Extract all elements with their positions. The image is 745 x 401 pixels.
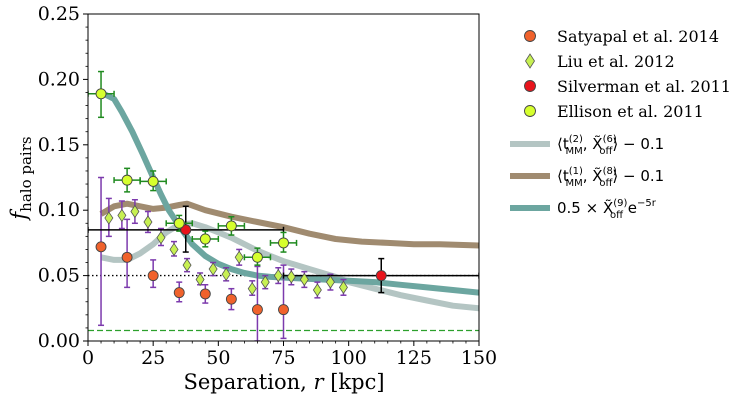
- markers: [95, 88, 387, 316]
- liu-et-al-2012-point-16: [312, 283, 322, 297]
- ellison-et-al-2011-point-4: [199, 233, 211, 245]
- x-tick-label-2: 50: [206, 347, 230, 369]
- liu-et-al-2012-point-11: [247, 281, 257, 296]
- ellison-et-al-2011-point-6: [251, 251, 263, 263]
- liu-et-al-2012-point-4: [156, 230, 166, 245]
- legend-marker-silverman-et-al-2011: [524, 80, 536, 92]
- legend-label-curve-3: 0.5 × X̃(9) off e−5r: [557, 198, 657, 221]
- y-tick-label-5: 0.25: [38, 3, 80, 25]
- liu-et-al-2012-point-13: [273, 268, 283, 283]
- liu-et-al-2012-point-6: [182, 258, 192, 272]
- satyapal-et-al-2014-point-4: [199, 288, 211, 300]
- legend-marker-satyapal-et-al-2014: [524, 30, 536, 42]
- satyapal-et-al-2014-point-6: [251, 304, 263, 316]
- satyapal-et-al-2014-point-5: [225, 293, 237, 305]
- legend-marker-liu-et-al-2012: [525, 53, 535, 69]
- satyapal-et-al-2014-point-7: [278, 304, 289, 316]
- liu-et-al-2012-point-18: [338, 280, 348, 295]
- y-tick-label-2: 0.10: [38, 199, 80, 221]
- x-tick-label-1: 25: [141, 347, 165, 369]
- legend-label-ellison-et-al-2011: Ellison et al. 2011: [557, 102, 704, 121]
- ellison-et-al-2011-point-1: [121, 174, 133, 186]
- curve-line-3: [99, 89, 479, 296]
- satyapal-et-al-2014-point-1: [121, 251, 133, 263]
- legend-label-curve-1: ⟨t(2) MM, X̃(6) off⟩ − 0.1: [557, 134, 664, 157]
- x-tick-label-3: 75: [271, 347, 295, 369]
- ellison-et-al-2011-point-5: [225, 220, 237, 232]
- liu-et-al-2012-point-2: [130, 204, 140, 219]
- error-bars: [88, 70, 479, 341]
- plot-area: [88, 70, 479, 341]
- liu-et-al-2012-point-0: [104, 211, 114, 225]
- ellison-et-al-2011-point-7: [278, 237, 289, 249]
- x-axis-label: Separation, r [kpc]: [183, 370, 384, 394]
- silverman-et-al-2011-point-1: [375, 270, 387, 282]
- liu-et-al-2012-point-9: [221, 267, 231, 282]
- liu-et-al-2012-point-17: [325, 275, 335, 289]
- y-tick-label-3: 0.15: [38, 134, 80, 156]
- liu-et-al-2012-point-7: [195, 272, 205, 287]
- x-tick-label-6: 150: [461, 347, 497, 369]
- ellison-et-al-2011-point-2: [147, 175, 159, 187]
- legend-marker-ellison-et-al-2011: [524, 105, 536, 117]
- liu-et-al-2012-point-3: [143, 215, 153, 229]
- y-tick-label-0: 0.00: [38, 330, 80, 352]
- satyapal-et-al-2014-point-2: [147, 270, 159, 282]
- axis-ticks: 0 25 50 75 100 125 150 0.00 0.05 0.10 0.15 0.20 0.25: [38, 3, 497, 369]
- satyapal-et-al-2014-point-0: [95, 241, 107, 253]
- legend: Satyapal et al. 2014 Liu et al. 2012 Silve…: [510, 27, 731, 221]
- y-axis-label: fhalo pairs: [7, 136, 35, 221]
- x-tick-label-0: 0: [82, 347, 94, 369]
- satyapal-et-al-2014-point-3: [173, 287, 185, 299]
- silverman-et-al-2011-point-0: [180, 224, 192, 236]
- liu-et-al-2012-point-12: [260, 275, 270, 289]
- y-tick-label-4: 0.20: [38, 68, 80, 90]
- ellison-et-al-2011-point-3: [173, 217, 185, 229]
- x-tick-label-5: 125: [396, 347, 432, 369]
- legend-label-curve-2: ⟨t(1) MM, X̃(8) off⟩ − 0.1: [557, 166, 664, 189]
- liu-et-al-2012-point-10: [234, 250, 244, 265]
- liu-et-al-2012-point-14: [286, 270, 296, 284]
- liu-et-al-2012-point-8: [208, 262, 218, 276]
- liu-et-al-2012-point-15: [299, 272, 309, 287]
- legend-label-liu-et-al-2012: Liu et al. 2012: [557, 52, 675, 71]
- ellison-et-al-2011-point-0: [95, 88, 107, 100]
- x-tick-label-4: 100: [331, 347, 367, 369]
- y-tick-label-1: 0.05: [38, 265, 80, 287]
- legend-label-satyapal-et-al-2014: Satyapal et al. 2014: [557, 27, 719, 46]
- liu-et-al-2012-point-1: [117, 208, 127, 223]
- legend-label-silverman-et-al-2011: Silverman et al. 2011: [557, 77, 731, 96]
- liu-et-al-2012-point-5: [169, 242, 179, 257]
